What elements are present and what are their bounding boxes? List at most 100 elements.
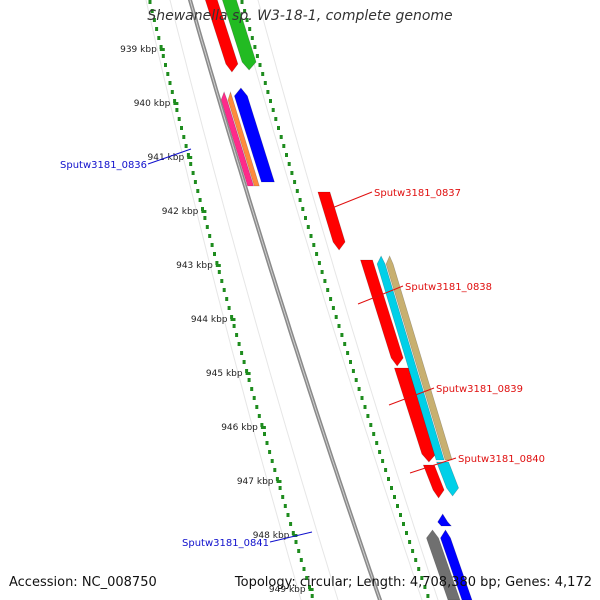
tick-label: 942 kbp bbox=[162, 207, 199, 217]
tick-label: 939 kbp bbox=[120, 45, 157, 55]
tick-dot bbox=[294, 540, 298, 544]
tick-dot bbox=[297, 549, 301, 553]
tick-dot bbox=[302, 567, 306, 571]
tick-label: 943 kbp bbox=[176, 261, 213, 271]
tick-mark bbox=[187, 156, 193, 159]
tick-dot bbox=[417, 567, 421, 571]
tick-dot bbox=[329, 297, 333, 301]
tick-dot bbox=[152, 18, 156, 22]
tick-dot bbox=[161, 54, 165, 58]
tick-dot bbox=[220, 279, 224, 283]
tick-dot bbox=[168, 81, 172, 85]
tick-dot bbox=[252, 396, 256, 400]
forward-gene bbox=[422, 464, 445, 499]
tick-mark bbox=[159, 48, 165, 51]
tick-dot bbox=[270, 459, 274, 463]
tick-dot bbox=[310, 594, 314, 598]
tick-dot bbox=[159, 45, 163, 49]
tick-dot bbox=[227, 306, 231, 310]
tick-dot bbox=[217, 270, 221, 274]
tick-dot bbox=[180, 126, 183, 130]
tick-dot bbox=[295, 189, 299, 193]
tick-dot bbox=[232, 324, 236, 328]
tick-dot bbox=[399, 513, 402, 517]
tick-dot bbox=[390, 486, 393, 490]
gene-label-leader bbox=[326, 191, 373, 211]
tick-dot bbox=[273, 468, 277, 472]
accession-label: Accession: NC_008750 bbox=[9, 575, 157, 590]
green-feature bbox=[222, 0, 257, 71]
tick-dot bbox=[248, 27, 252, 31]
tick-dot bbox=[381, 459, 385, 463]
tick-dot bbox=[343, 342, 347, 346]
tick-mark bbox=[215, 264, 221, 267]
tick-dot bbox=[242, 360, 246, 364]
tick-dot bbox=[177, 117, 181, 121]
tick-dot bbox=[387, 477, 390, 481]
tick-dot bbox=[225, 297, 229, 301]
tick-dot bbox=[298, 198, 302, 202]
tick-dot bbox=[363, 405, 367, 409]
tick-dot bbox=[166, 72, 170, 76]
gene-label-leader bbox=[147, 148, 192, 165]
gene-label: Sputw3181_0839 bbox=[436, 384, 523, 395]
map-title: Shewanella sp. W3-18-1, complete genome bbox=[147, 8, 453, 24]
genome-backbone-highlight bbox=[189, 0, 381, 600]
gene-features bbox=[205, 0, 473, 600]
tick-dot bbox=[287, 162, 291, 166]
gene-label-leader bbox=[388, 387, 435, 406]
gene-labels: Sputw3181_0836 Sputw3181_0837 Sputw3181_08… bbox=[60, 148, 545, 549]
tick-dot bbox=[414, 558, 418, 562]
gene-label-leader bbox=[409, 457, 457, 474]
tick-dot bbox=[257, 414, 261, 418]
tick-dot bbox=[175, 108, 179, 112]
tick-dot bbox=[384, 468, 388, 472]
tick-dot bbox=[261, 72, 265, 76]
tick-dot bbox=[201, 207, 204, 211]
gene-label-leader bbox=[357, 285, 404, 305]
tick-dot bbox=[320, 270, 324, 274]
gene-label: Sputw3181_0841 bbox=[182, 538, 269, 549]
tick-dot bbox=[268, 450, 272, 454]
tick-dot bbox=[271, 108, 275, 112]
tick-dot bbox=[331, 306, 335, 310]
tick-dot bbox=[346, 351, 350, 355]
gene-label-leader bbox=[269, 531, 313, 543]
tick-dot bbox=[423, 585, 427, 589]
cyan-feature bbox=[376, 255, 445, 461]
tick-dot bbox=[164, 63, 167, 67]
tick-dot bbox=[349, 360, 352, 364]
tick-dot bbox=[282, 144, 286, 148]
tick-dot bbox=[286, 513, 290, 517]
tick-dot bbox=[250, 36, 254, 40]
reverse-gene bbox=[440, 529, 473, 600]
track-guide-line bbox=[257, 0, 439, 600]
tick-label: 940 kbp bbox=[134, 99, 171, 109]
tick-mark bbox=[245, 372, 251, 375]
gray-feature bbox=[426, 529, 461, 600]
tick-label: 946 kbp bbox=[221, 423, 258, 433]
forward-gene bbox=[360, 259, 404, 367]
genome-summary: Topology: circular; Length: 4,708,380 bp… bbox=[234, 575, 592, 590]
tick-dot bbox=[340, 333, 344, 337]
tick-label: 944 kbp bbox=[191, 315, 228, 325]
tick-dot bbox=[301, 207, 305, 211]
tick-dot bbox=[240, 351, 244, 355]
reverse-gene bbox=[437, 513, 452, 527]
gene-label: Sputw3181_0836 bbox=[60, 160, 147, 171]
tick-dot bbox=[157, 36, 161, 40]
tick-dot bbox=[308, 585, 311, 589]
tick-dot bbox=[291, 531, 295, 535]
tick-dot bbox=[237, 342, 241, 346]
tick-mark bbox=[230, 318, 236, 321]
tick-dot bbox=[285, 153, 288, 157]
gene-label: Sputw3181_0838 bbox=[405, 282, 492, 293]
tick-dot bbox=[198, 198, 202, 202]
reverse-gene bbox=[234, 87, 275, 183]
tick-dot bbox=[243, 9, 247, 13]
tick-dot bbox=[155, 27, 159, 31]
tick-dot bbox=[293, 180, 297, 184]
tick-dot bbox=[173, 99, 177, 103]
tick-mark bbox=[276, 480, 282, 483]
